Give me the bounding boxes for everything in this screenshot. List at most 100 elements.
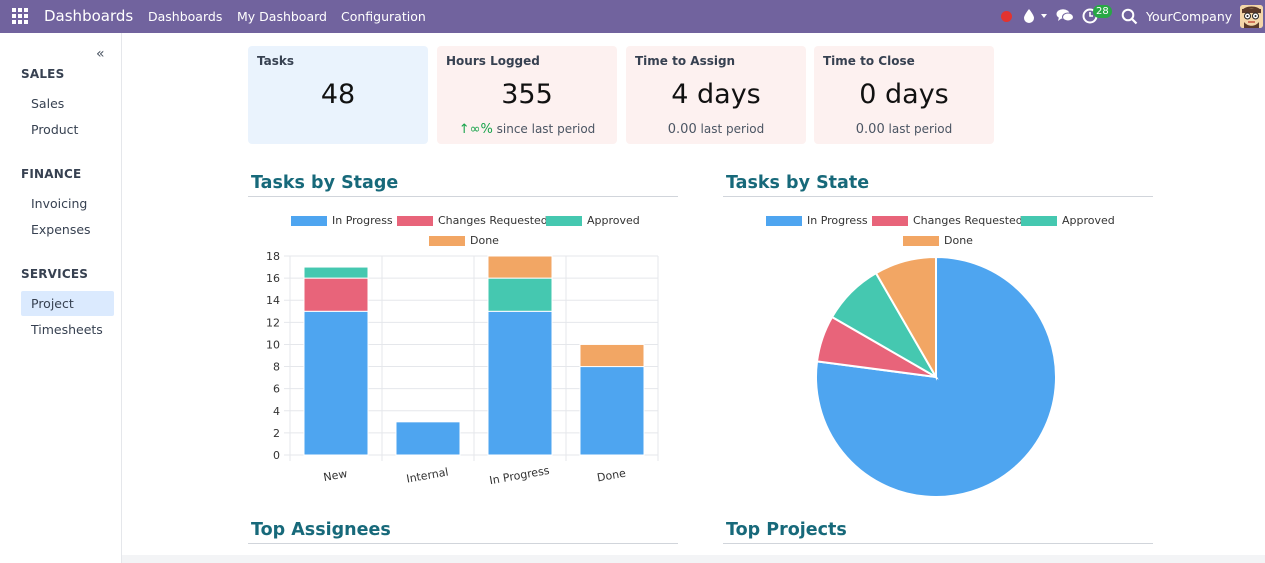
legend-approved[interactable]: Approved <box>546 214 640 227</box>
activity-count-badge: 28 <box>1093 5 1112 18</box>
bottom-scroll-area <box>122 555 1265 563</box>
legend-in-progress[interactable]: In Progress <box>291 214 393 227</box>
kpi-change-label: last period <box>888 122 953 136</box>
tasks-by-stage-chart[interactable]: 0 2 4 6 8 10 12 14 16 18 New Internal In Progress Don… <box>248 248 678 498</box>
kpi-title: Time to Close <box>823 54 915 68</box>
legend-swatch <box>429 235 465 246</box>
kpi-change-label: last period <box>700 122 765 136</box>
company-switcher[interactable]: YourCompany <box>1146 9 1233 24</box>
user-avatar[interactable] <box>1240 5 1263 28</box>
legend-label: Done <box>944 234 973 247</box>
sidebar-item-project[interactable]: Project <box>21 291 114 316</box>
sidebar-item-sales[interactable]: Sales <box>31 96 65 111</box>
sidebar-item-product[interactable]: Product <box>31 122 79 137</box>
sidebar-section-services: SERVICES <box>21 267 89 281</box>
divider <box>248 543 678 544</box>
bar-segment <box>303 310 369 456</box>
kpi-title: Time to Assign <box>635 54 736 68</box>
collapse-sidebar-icon[interactable]: « <box>96 46 105 62</box>
tasks-by-stage-heading: Tasks by Stage <box>251 173 399 193</box>
legend-label: Done <box>470 234 499 247</box>
kpi-card-time-to-assign[interactable]: Time to Assign 4 days 0.00 last period <box>626 46 806 144</box>
x-tick-label: New <box>322 467 348 484</box>
y-tick-label: 6 <box>273 383 280 396</box>
kpi-card-time-to-close[interactable]: Time to Close 0 days 0.00 last period <box>814 46 994 144</box>
legend-swatch <box>291 215 327 226</box>
legend-label: Approved <box>1062 214 1115 227</box>
top-assignees-heading: Top Assignees <box>251 520 391 540</box>
x-tick-label: Done <box>596 467 627 485</box>
divider <box>723 543 1153 544</box>
kpi-card-tasks[interactable]: Tasks 48 <box>248 46 428 144</box>
drop-icon[interactable] <box>1023 8 1035 28</box>
kpi-comparison: 0.00 last period <box>814 122 994 137</box>
sidebar-item-invoicing[interactable]: Invoicing <box>31 196 88 211</box>
legend-changes-requested[interactable]: Changes Requested <box>872 214 1023 227</box>
sidebar-section-finance: FINANCE <box>21 167 82 181</box>
legend-label: Changes Requested <box>438 214 548 227</box>
kpi-value: 4 days <box>671 79 761 110</box>
top-navbar: Dashboards Dashboards My Dashboard Confi… <box>0 0 1265 33</box>
chevron-down-icon[interactable] <box>1041 14 1047 18</box>
y-tick-label: 8 <box>273 361 280 374</box>
y-tick-label: 0 <box>273 449 280 462</box>
legend-label: Approved <box>587 214 640 227</box>
divider <box>248 196 678 197</box>
tasks-by-state-chart[interactable] <box>723 248 1153 503</box>
kpi-card-hours-logged[interactable]: Hours Logged 355 ↑∞% since last period <box>437 46 617 144</box>
y-tick-label: 4 <box>273 405 280 418</box>
sidebar-item-timesheets[interactable]: Timesheets <box>31 322 103 337</box>
y-tick-label: 14 <box>266 294 280 307</box>
y-tick-label: 18 <box>266 250 280 263</box>
menu-dashboards[interactable]: Dashboards <box>148 9 223 24</box>
sidebar-item-expenses[interactable]: Expenses <box>31 222 91 237</box>
legend-done[interactable]: Done <box>903 234 973 247</box>
app-menu-icon[interactable] <box>12 8 28 24</box>
legend-swatch <box>1021 215 1057 226</box>
legend-label: In Progress <box>807 214 868 227</box>
bar-segment <box>487 255 553 279</box>
legend-changes-requested[interactable]: Changes Requested <box>397 214 548 227</box>
top-projects-heading: Top Projects <box>726 520 847 540</box>
kpi-value: 355 <box>501 79 553 110</box>
legend-swatch <box>397 215 433 226</box>
legend-in-progress[interactable]: In Progress <box>766 214 868 227</box>
kpi-comparison: 0.00 last period <box>626 122 806 137</box>
x-tick-label: In Progress <box>488 464 550 487</box>
legend-swatch <box>766 215 802 226</box>
legend-approved[interactable]: Approved <box>1021 214 1115 227</box>
pie-slice <box>874 255 937 381</box>
divider <box>723 196 1153 197</box>
kpi-comparison: ↑∞% since last period <box>437 122 617 137</box>
sidebar: « SALES Sales Product FINANCE Invoicing … <box>0 33 122 563</box>
bar-segment <box>395 421 461 456</box>
bar-segment <box>487 277 553 312</box>
y-tick-label: 12 <box>266 316 280 329</box>
kpi-title: Tasks <box>257 54 295 68</box>
x-tick-label: Internal <box>405 465 449 485</box>
y-tick-label: 16 <box>266 272 280 285</box>
bar-segment <box>487 310 553 456</box>
chat-icon[interactable] <box>1056 8 1074 28</box>
legend-done[interactable]: Done <box>429 234 499 247</box>
menu-configuration[interactable]: Configuration <box>341 9 426 24</box>
bar-segment <box>579 366 645 456</box>
menu-my-dashboard[interactable]: My Dashboard <box>237 9 327 24</box>
status-dot-icon[interactable] <box>1001 11 1012 22</box>
legend-label: Changes Requested <box>913 214 1023 227</box>
bar-segment <box>579 343 645 368</box>
sidebar-section-sales: SALES <box>21 67 65 81</box>
tasks-by-state-heading: Tasks by State <box>726 173 870 193</box>
kpi-change: ∞% <box>469 122 493 137</box>
y-tick-label: 10 <box>266 338 280 351</box>
legend-label: In Progress <box>332 214 393 227</box>
kpi-previous-value: 0.00 <box>667 122 697 137</box>
kpi-previous-value: 0.00 <box>855 122 885 137</box>
bar-segment <box>303 277 369 312</box>
legend-swatch <box>903 235 939 246</box>
app-brand[interactable]: Dashboards <box>44 7 134 25</box>
search-icon[interactable] <box>1121 8 1138 29</box>
legend-swatch <box>872 215 908 226</box>
kpi-value: 48 <box>320 79 356 110</box>
legend-swatch <box>546 215 582 226</box>
